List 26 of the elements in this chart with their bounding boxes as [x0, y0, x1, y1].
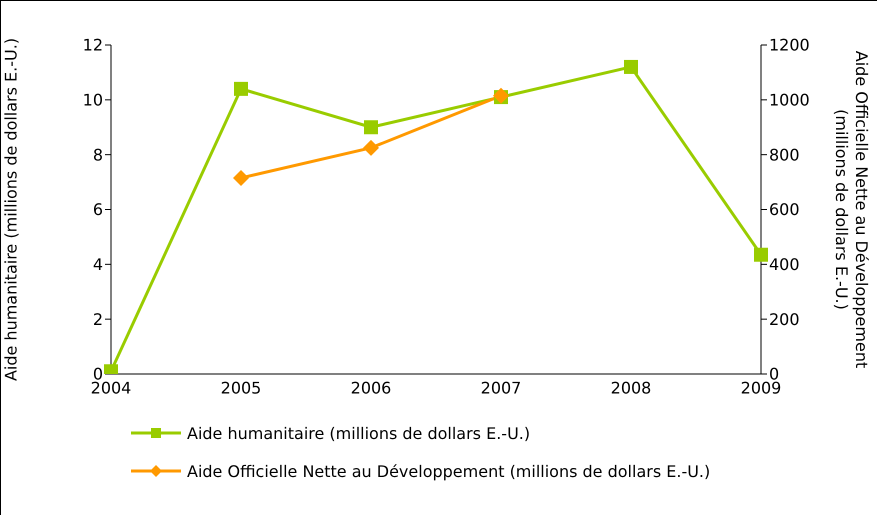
y-tick-label: 12 — [82, 36, 103, 55]
y-tick-label: 2 — [92, 310, 103, 329]
y2-tick-label: 600 — [769, 200, 800, 220]
y-tick-label: 8 — [92, 145, 103, 164]
y2-axis-title: Aide Officielle Nette au Développement (millions de dollars E.-U.) — [832, 50, 871, 368]
point — [754, 248, 768, 262]
y-axis-title: Aide humanitaire (millions de dollars E.-U.) — [2, 38, 21, 382]
point — [363, 140, 379, 156]
x-tick-label: 2008 — [610, 378, 652, 398]
point — [233, 170, 249, 186]
y2-tick-label: 1200 — [769, 36, 810, 55]
y2-tick-label: 1000 — [769, 90, 810, 110]
point — [624, 60, 638, 74]
y-tick-label: 4 — [92, 255, 103, 274]
legend-label: Aide humanitaire (millions de dollars E.-U.) — [187, 424, 530, 442]
y-tick-label: 6 — [92, 200, 103, 220]
x-tick-label: 2005 — [220, 378, 262, 398]
y-tick-label: 10 — [82, 90, 103, 110]
point — [234, 82, 248, 96]
y2-tick-label: 400 — [769, 255, 800, 274]
y2-tick-label: 200 — [769, 310, 800, 329]
x-tick-label: 2006 — [350, 378, 392, 398]
y2-tick-label: 800 — [769, 145, 800, 164]
legend-label: Aide Officielle Nette au Développement (millions de dollars E.-U.) — [187, 462, 710, 480]
point — [364, 120, 378, 134]
x-tick-label: 2007 — [480, 378, 522, 398]
